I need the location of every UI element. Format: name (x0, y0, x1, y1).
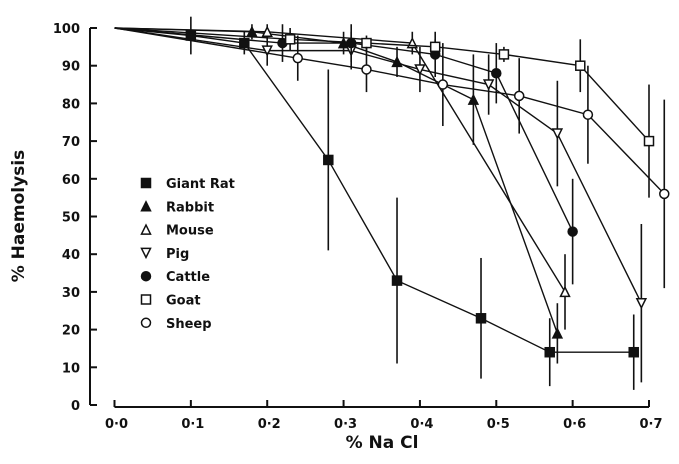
y-tick-label: 0 (71, 399, 80, 414)
data-point-goat (361, 37, 372, 49)
data-point-rabbit (467, 93, 480, 105)
data-point-sheep (659, 188, 670, 200)
data-point-pig (261, 45, 273, 57)
data-point-mouse (559, 285, 571, 298)
y-tick-label: 80 (62, 97, 80, 112)
y-tick-label: 40 (62, 248, 80, 263)
data-point-pig (551, 128, 564, 140)
x-tick-label: 0·1 (181, 417, 204, 432)
data-point-goat (284, 34, 296, 45)
data-point-pig (482, 79, 495, 91)
x-tick-label: 0·5 (487, 417, 510, 432)
y-tick-label: 20 (62, 324, 80, 339)
x-axis-label: % Na Cl (346, 433, 419, 453)
legend-label-pig: Pig (166, 247, 189, 262)
legend-label-rabbit: Rabbit (166, 200, 214, 215)
data-point-sheep (513, 90, 525, 102)
x-tick-label: 0·2 (258, 417, 281, 432)
data-point-giant-rat (391, 275, 403, 286)
legend-label-goat: Goat (166, 294, 201, 309)
data-point-sheep (292, 52, 304, 64)
x-tick-label: 0·4 (410, 417, 433, 432)
legend-marker-mouse (140, 223, 152, 235)
data-point-sheep (361, 64, 372, 75)
data-point-pig (414, 64, 426, 76)
y-tick-label: 90 (62, 60, 80, 75)
data-point-goat (498, 49, 510, 60)
series-line-mouse (114, 27, 566, 293)
legend-label-mouse: Mouse (166, 224, 214, 239)
data-point-cattle (491, 67, 502, 79)
legend-marker-pig (140, 247, 152, 260)
y-axis-label: % Haemolysis (9, 150, 29, 283)
legend-label-giant-rat: Giant Rat (166, 177, 235, 192)
legend-marker-giant-rat (140, 177, 152, 189)
data-point-giant-rat (628, 346, 639, 358)
x-tick-label: 0·6 (563, 417, 586, 432)
data-point-goat (429, 41, 441, 53)
y-tick-label: 10 (62, 361, 80, 376)
y-tick-label: 70 (62, 135, 80, 150)
y-tick-label: 50 (62, 211, 80, 226)
legend-label-sheep: Sheep (166, 317, 212, 332)
legend-marker-rabbit (140, 200, 152, 212)
legend-marker-goat (140, 294, 152, 305)
data-point-sheep (582, 109, 594, 120)
series-line-goat (114, 27, 650, 142)
y-tick-label: 100 (53, 22, 80, 37)
data-point-rabbit (551, 327, 564, 339)
data-point-goat (643, 135, 655, 147)
data-point-sheep (437, 79, 449, 90)
data-point-cattle (567, 226, 578, 237)
data-point-pig (635, 297, 648, 310)
legend-label-cattle: Cattle (166, 270, 210, 285)
legend-marker-sheep (140, 317, 152, 329)
x-tick-label: 0·0 (105, 417, 128, 432)
x-tick-label: 0·7 (639, 417, 662, 432)
x-tick-label: 0·3 (334, 417, 357, 432)
data-point-giant-rat (475, 313, 487, 324)
series-line-sheep (114, 27, 665, 195)
series-line-giant-rat (114, 27, 634, 353)
legend-marker-cattle (140, 270, 152, 282)
data-point-giant-rat (323, 154, 334, 166)
y-tick-label: 30 (62, 286, 80, 301)
y-tick-label: 60 (62, 173, 80, 188)
series-line-pig (114, 27, 642, 304)
data-point-giant-rat (544, 346, 555, 358)
series-line-cattle (114, 27, 574, 232)
data-point-goat (575, 60, 586, 71)
